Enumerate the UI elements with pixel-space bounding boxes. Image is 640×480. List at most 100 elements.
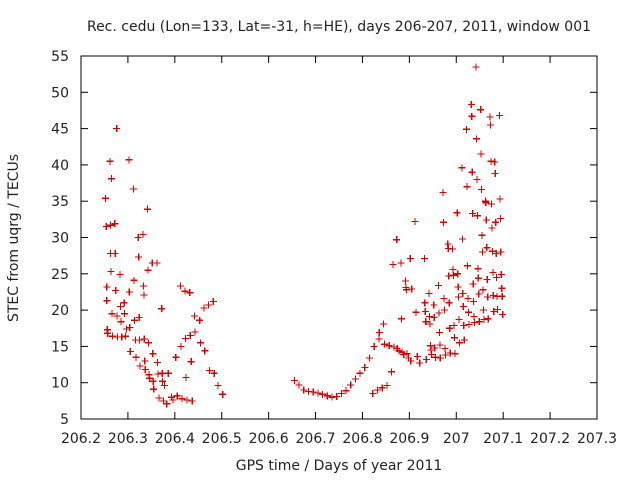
data-point	[347, 381, 355, 389]
chart-title: Rec. cedu (Lon=133, Lat=-31, h=HE), days…	[87, 19, 591, 35]
data-point	[494, 305, 502, 313]
data-point	[403, 350, 411, 358]
data-point	[134, 234, 142, 241]
data-point	[482, 199, 490, 207]
data-point	[411, 218, 419, 226]
x-tick-label: 206.9	[389, 431, 429, 447]
data-point	[210, 369, 218, 377]
data-point	[397, 315, 405, 323]
data-point	[492, 218, 500, 226]
data-point	[111, 249, 119, 257]
data-point	[478, 186, 486, 194]
data-point	[484, 315, 492, 323]
data-point	[445, 272, 453, 280]
data-point	[432, 353, 440, 361]
data-point	[132, 353, 140, 361]
data-point	[140, 335, 148, 343]
data-point	[116, 271, 124, 279]
x-tick-label: 206.7	[296, 431, 336, 447]
data-point	[499, 310, 507, 318]
data-point	[468, 168, 476, 176]
data-point	[455, 316, 463, 324]
y-tick-label: 35	[51, 194, 69, 210]
data-point	[201, 347, 209, 355]
data-point	[139, 282, 147, 290]
data-point	[498, 284, 506, 292]
data-point	[361, 363, 369, 371]
data-point	[186, 332, 194, 340]
data-point	[498, 292, 506, 300]
data-point	[434, 281, 442, 289]
data-point	[497, 248, 505, 256]
data-point	[388, 368, 396, 376]
data-point	[111, 220, 119, 228]
data-point	[206, 366, 214, 374]
data-point	[469, 280, 477, 288]
data-point	[477, 106, 485, 114]
x-tick-label: 206.4	[155, 431, 195, 447]
data-point	[465, 321, 473, 329]
data-point	[449, 245, 457, 253]
x-tick-label: 206.8	[342, 431, 382, 447]
data-point	[446, 349, 454, 357]
data-point	[488, 247, 496, 255]
data-point	[385, 342, 393, 350]
data-point	[425, 289, 433, 297]
data-point	[464, 308, 472, 316]
data-point	[113, 125, 121, 133]
data-point	[408, 285, 416, 293]
data-point	[416, 359, 424, 367]
data-point	[441, 351, 449, 359]
data-point	[104, 329, 112, 337]
data-point	[219, 390, 227, 398]
data-point	[181, 287, 189, 295]
x-tick-label: 206.3	[108, 431, 148, 447]
data-point	[145, 339, 153, 347]
data-point	[126, 324, 134, 332]
data-point	[469, 210, 477, 218]
data-point	[479, 286, 487, 294]
data-point	[489, 292, 497, 300]
data-point	[407, 357, 415, 365]
data-point	[113, 312, 121, 320]
data-point	[459, 289, 467, 297]
data-point	[176, 282, 184, 290]
data-point	[173, 392, 181, 400]
data-point	[130, 185, 138, 193]
data-point	[435, 309, 443, 317]
data-point	[122, 332, 130, 340]
data-point	[163, 400, 171, 408]
data-point	[426, 320, 434, 328]
y-tick-label: 30	[51, 231, 69, 247]
data-point	[112, 287, 120, 294]
data-point	[140, 291, 148, 299]
x-tick-label: 206.5	[202, 431, 242, 447]
data-point	[178, 395, 186, 403]
data-point	[191, 328, 199, 336]
data-point	[496, 215, 504, 223]
data-point	[444, 244, 452, 252]
data-point	[471, 318, 479, 326]
data-point	[473, 175, 481, 183]
y-tick-label: 20	[51, 303, 69, 319]
data-point	[161, 382, 168, 390]
data-point	[475, 290, 483, 298]
x-tick-label: 207.2	[530, 431, 570, 447]
data-point	[441, 306, 449, 314]
y-tick-label: 15	[51, 339, 69, 355]
data-point	[440, 218, 448, 226]
data-point	[468, 112, 476, 120]
data-point	[390, 343, 398, 351]
x-tick-label: 207	[443, 431, 470, 447]
data-point	[183, 396, 191, 404]
data-point	[149, 377, 157, 385]
data-point	[449, 271, 457, 279]
y-tick-label: 25	[51, 267, 69, 283]
data-point	[191, 312, 199, 320]
data-point	[333, 392, 341, 400]
data-point	[375, 329, 383, 337]
data-point	[464, 262, 472, 270]
data-point	[389, 260, 397, 268]
